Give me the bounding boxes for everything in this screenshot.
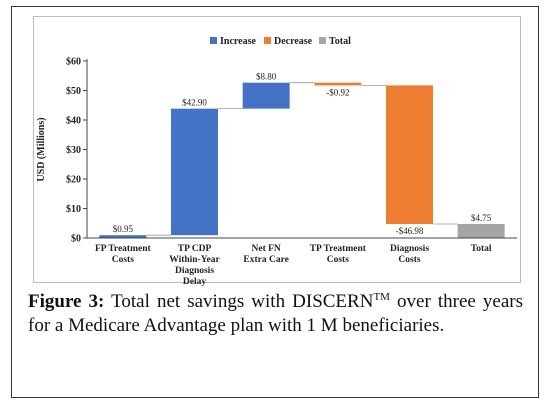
data-label-4: -$0.92 [326,87,349,97]
bar-2 [171,108,218,236]
x-tick-label: Extra Care [243,255,288,265]
y-tick-label: $10 [66,204,81,215]
y-tick-label: $40 [66,116,81,127]
chart-legend: Increase Decrease Total [210,36,351,47]
bar-1 [99,235,147,238]
legend-label-decrease: Decrease [274,36,313,47]
x-tick-label: Diagnosis [175,266,214,276]
chart-border [33,16,521,283]
y-tick-label: $20 [66,175,81,186]
caption-superscript: TM [373,291,390,303]
legend-label-total: Total [329,36,351,47]
bars [99,82,505,238]
x-tick-label: Costs [327,255,349,265]
y-tick-label: $50 [66,86,81,97]
data-label-6: $4.75 [471,213,492,223]
data-label-5: -$46.98 [396,226,424,236]
waterfall-chart: Increase Decrease Total $0$10$20$30$40$50$… [36,36,517,287]
y-axis: $0 $10 $20 $30 $40 $50 $60 USD (Millions) [36,57,88,245]
x-tick-label: Diagnosis [390,244,429,254]
x-tick-label: FP Treatment [95,244,152,254]
caption-text-after: over three years for a Medicare Advantag… [28,291,523,336]
x-tick-label: Costs [112,255,134,265]
legend-label-increase: Increase [220,36,256,47]
legend-swatch-decrease [264,37,271,44]
connector-lines [146,82,458,236]
data-label-1: $0.95 [113,224,134,234]
y-tick-label: $0 [71,234,81,245]
caption-label: Figure 3: [28,291,105,312]
x-tick-label: Net FN [252,244,281,254]
caption-text-before: Total net savings with DISCERN [104,291,374,312]
bar-5 [386,85,433,224]
bar-6 [457,223,505,238]
legend-swatch-increase [210,37,217,44]
figure-caption: Figure 3: Total net savings with DISCERN… [28,290,523,338]
y-axis-title: USD (Millions) [36,117,47,181]
y-tick-label: $30 [66,145,81,156]
data-label-3: $8.80 [256,72,277,82]
legend-swatch-total [319,37,326,44]
figure-frame [11,6,539,398]
bar-3 [242,82,290,109]
x-tick-label: TP Treatment [310,244,367,254]
x-tick-label: Costs [398,255,420,265]
data-labels: $0.95 $42.90 $8.80 -$0.92 -$46.98 $4.75 [113,72,492,236]
data-label-2: $42.90 [182,98,207,108]
x-tick-label: Total [471,244,492,254]
x-tick-label: Delay [183,277,206,287]
x-tick-label: TP CDP [178,244,212,254]
y-tick-label: $60 [66,57,81,68]
x-tick-label: Within-Year [169,255,220,265]
bar-4 [314,82,362,86]
